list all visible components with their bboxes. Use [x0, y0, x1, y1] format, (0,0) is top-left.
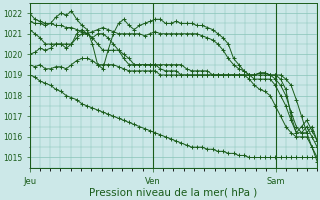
X-axis label: Pression niveau de la mer( hPa ): Pression niveau de la mer( hPa ) [89, 187, 258, 197]
